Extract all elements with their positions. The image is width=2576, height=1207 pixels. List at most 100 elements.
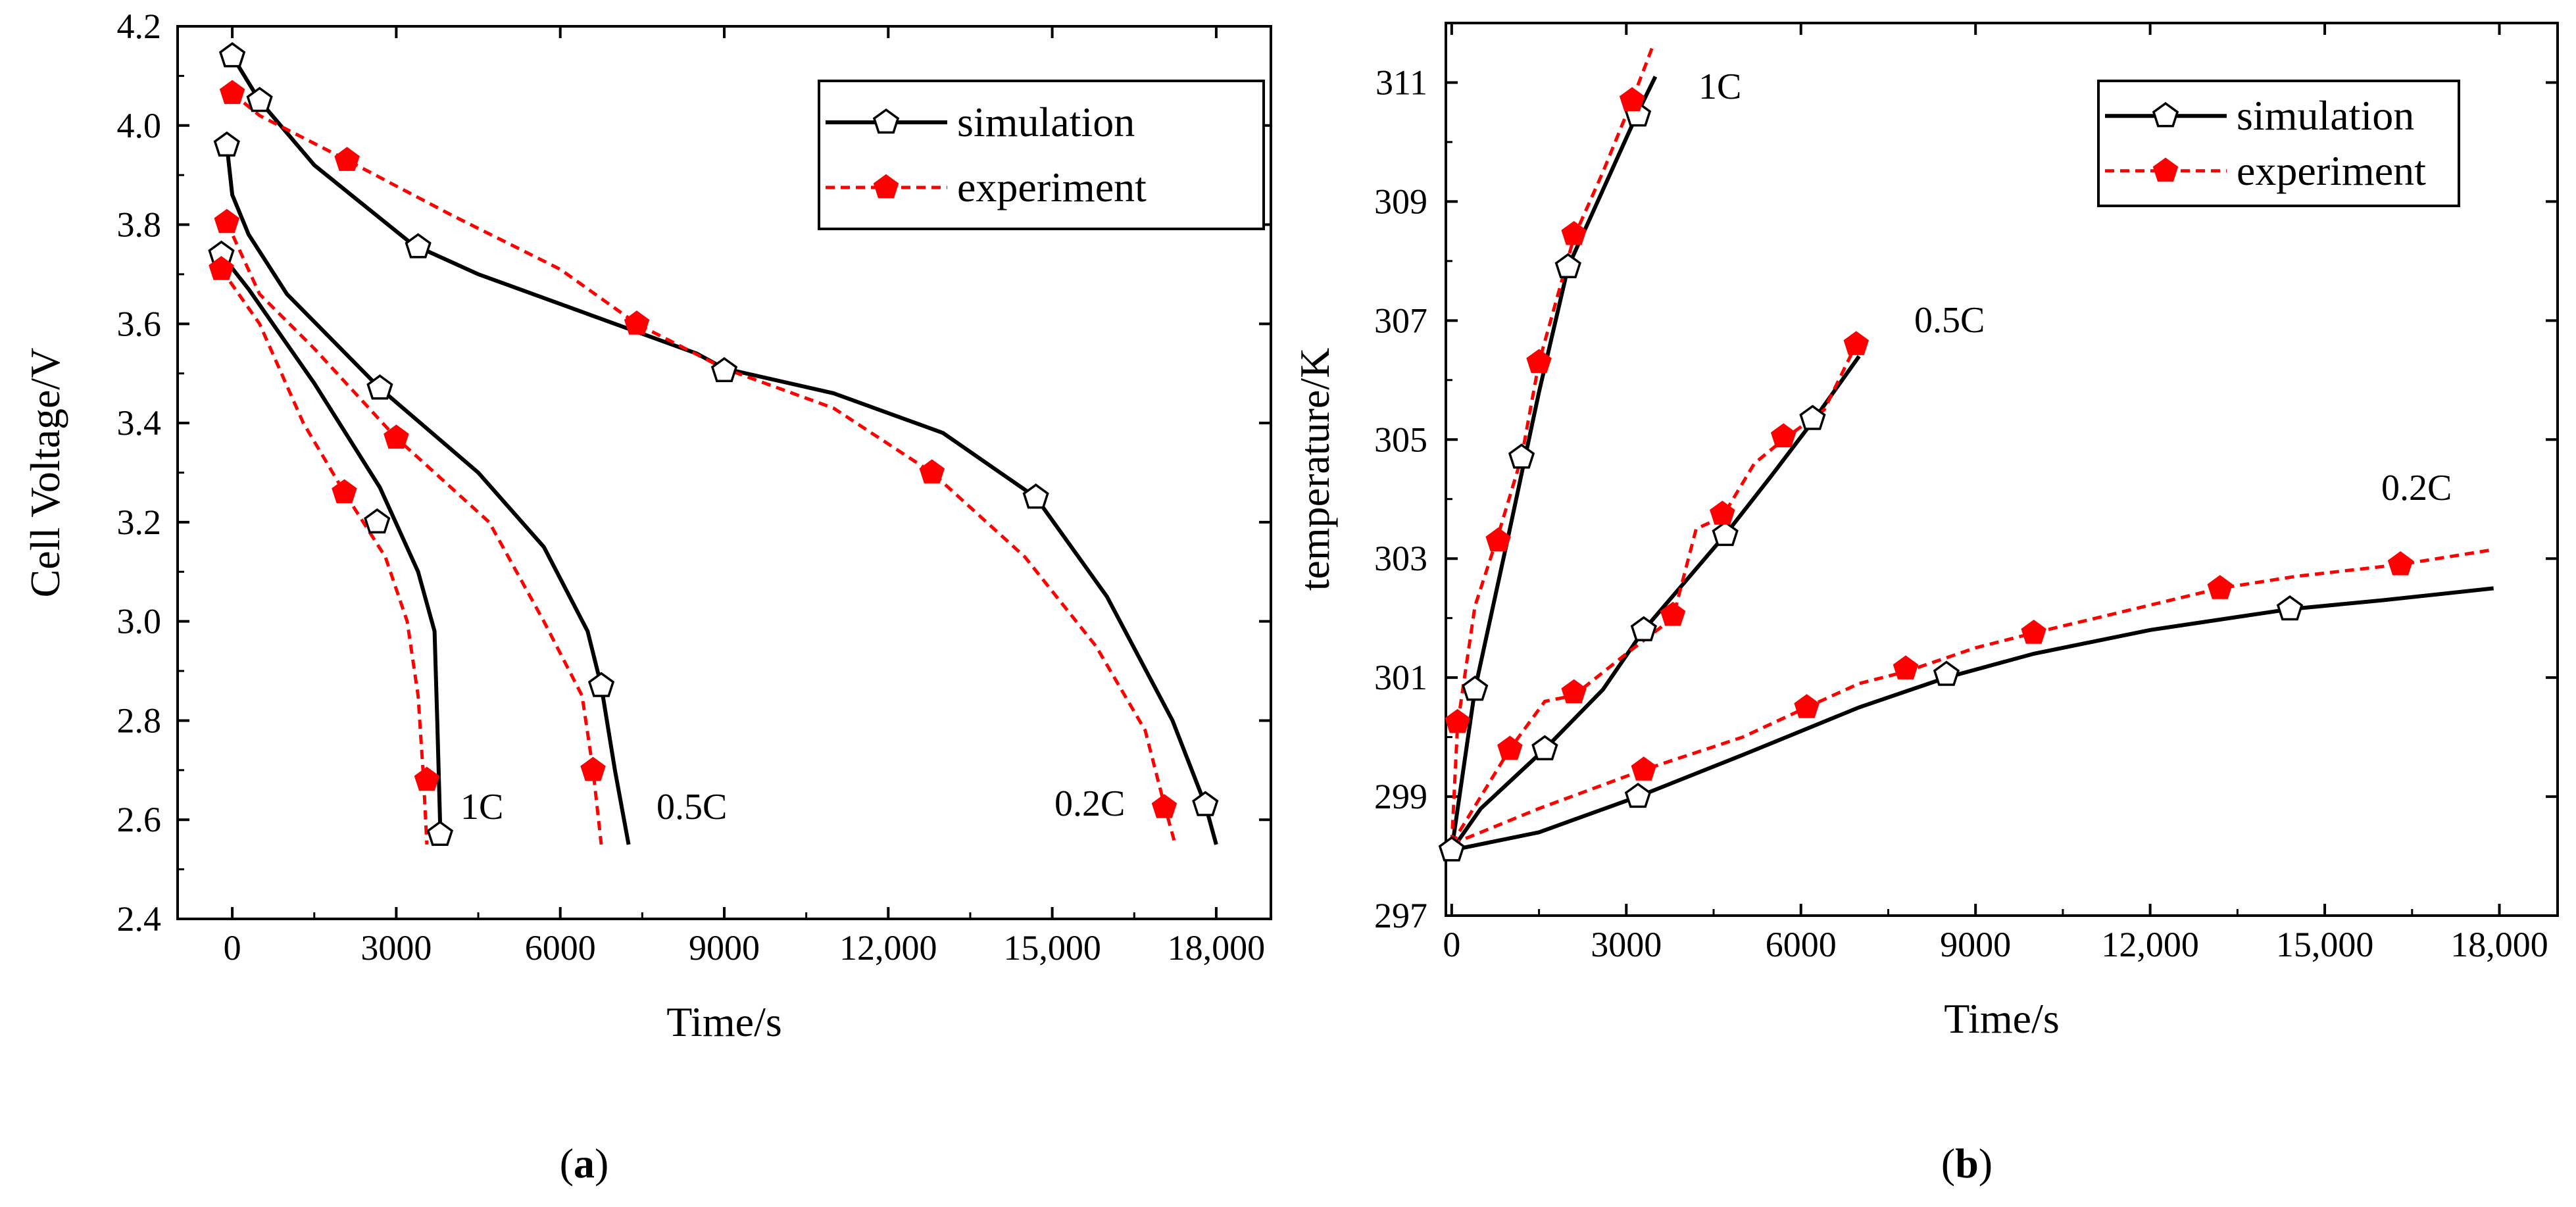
chart-b-x-tick-label: 0 <box>1443 925 1460 964</box>
chart-b-x-tick-label: 6000 <box>1766 925 1837 964</box>
chart-b-simulation-02C-marker <box>1624 782 1652 808</box>
chart-b-experiment-02C-marker <box>1631 756 1657 781</box>
chart-b-y-tick-label: 297 <box>1374 896 1427 935</box>
chart-b-experiment-05C-marker <box>1770 423 1796 448</box>
chart-b-experiment-1C-marker <box>1445 708 1470 733</box>
chart-b-y-tick-label: 301 <box>1374 658 1427 697</box>
chart-a-experiment-02C-line <box>231 91 1177 845</box>
chart-a-simulation-1C-marker <box>426 820 454 846</box>
chart-a-x-tick-label: 12,000 <box>839 928 937 968</box>
chart-a-y-tick-label: 3.2 <box>117 503 162 542</box>
chart-b-simulation-1C-marker <box>1438 836 1465 862</box>
chart-a-experiment-05C-line <box>225 221 603 845</box>
chart-b-legend-simulation-marker <box>2152 102 2179 128</box>
chart-b-experiment-1C-marker <box>1561 220 1587 245</box>
chart-a-experiment-1C-marker <box>209 256 234 280</box>
chart-b-experiment-05C-marker <box>1710 501 1735 525</box>
chart-a-x-tick-label: 0 <box>224 928 241 968</box>
chart-b-experiment-05C-marker <box>1660 601 1686 626</box>
chart-a-y-tick-label: 3.4 <box>117 403 162 443</box>
chart-b-series-group <box>1449 46 2494 852</box>
chart-b-legend: simulation experiment <box>2097 80 2460 207</box>
chart-a-experiment-1C-marker <box>332 479 357 503</box>
chart-a-y-axis-label: Cell Voltage/V <box>22 348 68 598</box>
chart-a-y-tick-label: 2.8 <box>117 701 162 740</box>
chart-b-y-tick-label: 303 <box>1374 539 1427 578</box>
chart-a-experiment-05C-marker <box>580 756 606 781</box>
chart-a-experiment-1C-line <box>220 268 429 845</box>
chart-a-legend-simulation-marker <box>872 108 900 134</box>
chart-b-y-tick-label: 305 <box>1374 420 1427 459</box>
chart-a-simulation-02C-marker <box>1022 483 1049 509</box>
chart-b-simulation-02C-line <box>1451 586 2494 852</box>
chart-a-y-tick-label: 4.0 <box>117 106 162 145</box>
chart-a-legend-box <box>818 80 1265 230</box>
chart-a-y-tick-label: 2.6 <box>117 800 162 839</box>
chart-a-x-tick-label: 6000 <box>525 928 596 968</box>
chart-a-x-tick-label: 18,000 <box>1168 928 1266 968</box>
chart-b-x-tick-label: 3000 <box>1591 925 1662 964</box>
caption-a: (a) <box>560 1140 609 1187</box>
chart-b-simulation-1C-marker <box>1462 676 1489 701</box>
chart-a-experiment-02C-marker <box>334 147 360 171</box>
chart-a-x-tick-label: 9000 <box>689 928 760 968</box>
caption-b: (b) <box>1941 1140 1993 1187</box>
chart-b-simulation-02C-marker <box>1933 660 1960 686</box>
chart-a-simulation-1C-marker <box>364 508 391 534</box>
chart-a-legend-experiment-marker <box>873 174 899 199</box>
chart-a-y-tick-label: 3.6 <box>117 304 162 343</box>
chart-a-simulation-02C-marker <box>710 357 738 383</box>
chart-b-experiment-1C-marker <box>1619 87 1645 111</box>
chart-b-experiment-02C-line <box>1450 548 2494 846</box>
chart-b-experiment-02C-marker <box>2207 575 2233 599</box>
chart-b-x-axis-label: Time/s <box>1944 995 2060 1042</box>
chart-b-experiment-1C-marker <box>1485 527 1511 552</box>
chart-a-x-axis-label: Time/s <box>666 998 782 1045</box>
chart-b-simulation-1C-marker <box>1554 253 1581 279</box>
chart-b-experiment-1C-line <box>1450 46 1654 845</box>
chart-a-legend-experiment-label: experiment <box>957 164 1147 210</box>
chart-a-annotation-1C: 1C <box>460 787 503 827</box>
chart-a-simulation-02C-marker <box>1192 791 1219 816</box>
chart-a-experiment-02C-marker <box>1151 794 1177 818</box>
chart-b-legend-experiment-marker <box>2152 157 2179 182</box>
chart-b-simulation-05C-marker <box>1712 520 1739 547</box>
chart-a-simulation-05C-marker <box>587 672 615 697</box>
chart-b-y-tick-label: 311 <box>1375 62 1427 102</box>
chart-b-simulation-05C-marker <box>1531 735 1558 760</box>
chart-b-annotation-02C: 0.2C <box>2381 468 2452 508</box>
chart-b-experiment-05C-marker <box>1497 735 1523 760</box>
chart-b-simulation-05C-line <box>1450 355 1861 852</box>
chart-b-annotation-05C: 0.5C <box>1914 300 1985 341</box>
chart-b-y-tick-label: 309 <box>1374 182 1427 221</box>
chart-b-legend-box <box>2097 80 2460 207</box>
chart-b-x-tick-label: 12,000 <box>2101 925 2199 964</box>
chart-b-experiment-02C-marker <box>2021 620 2046 644</box>
chart-b-experiment-02C-marker <box>2387 551 2414 576</box>
chart-b-simulation-1C-marker <box>1508 443 1535 469</box>
chart-b-y-axis-label: temperature/K <box>1291 348 1338 591</box>
chart-b-y-tick-label: 299 <box>1374 777 1427 816</box>
chart-a-annotation-02C: 0.2C <box>1054 783 1125 824</box>
chart-b-annotation-1C: 1C <box>1698 66 1741 107</box>
chart-a-simulation-02C-marker <box>405 233 432 259</box>
chart-b-experiment-05C-line <box>1450 337 1861 845</box>
chart-a-experiment-02C-marker <box>919 459 945 483</box>
chart-a-y-tick-label: 3.0 <box>117 602 162 641</box>
chart-b-simulation-05C-marker <box>1799 405 1826 430</box>
chart-a-experiment-1C-marker <box>414 766 440 791</box>
chart-a-simulation-02C-marker <box>246 86 273 112</box>
chart-b-simulation-1C-line <box>1449 76 1658 850</box>
chart-b-plot-frame <box>1445 22 2559 917</box>
chart-b-legend-simulation-label: simulation <box>2237 92 2414 139</box>
chart-a-y-tick-label: 4.2 <box>117 7 162 46</box>
chart-b-experiment-05C-marker <box>1561 679 1587 704</box>
chart-a-simulation-05C-marker <box>366 374 393 400</box>
chart-b-y-tick-label: 307 <box>1374 301 1427 340</box>
chart-a-x-tick-label: 15,000 <box>1003 928 1101 968</box>
chart-a-experiment-02C-marker <box>624 310 650 335</box>
chart-b-simulation-05C-marker <box>1630 616 1657 641</box>
chart-a-legend-simulation-label: simulation <box>957 99 1135 145</box>
chart-a-simulation-02C-marker <box>218 42 246 68</box>
chart-a-x-tick-label: 3000 <box>360 928 432 968</box>
